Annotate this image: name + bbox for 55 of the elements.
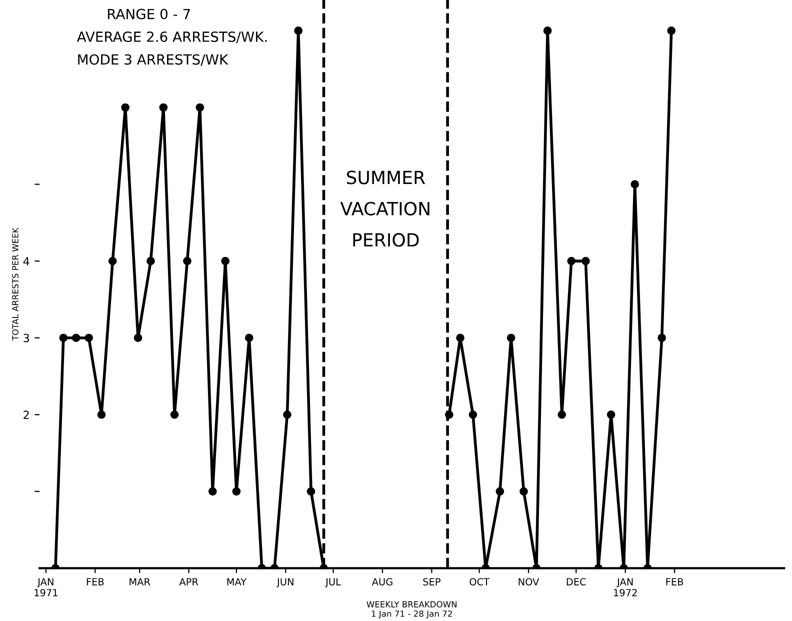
x-tick-label: JAN 1972 <box>614 578 637 596</box>
point <box>244 334 254 342</box>
x-tick-label: MAY <box>227 578 247 586</box>
point <box>667 26 676 35</box>
point <box>606 410 616 419</box>
x-axis-title: WEEKLY BREAKDOWN 1 Jan 71 - 28 Jan 72 <box>366 601 456 618</box>
point <box>658 334 666 342</box>
x-tick-label: DEC <box>566 578 586 586</box>
point <box>121 103 130 112</box>
annotation: RANGE 0 - 7 <box>108 8 190 20</box>
point <box>294 26 303 35</box>
point <box>108 256 117 266</box>
x-tick-label: AUG <box>372 578 392 586</box>
x-tick-label: FEB <box>666 578 684 586</box>
point <box>72 334 80 342</box>
annotation: SUMMER VACATION PERIOD <box>340 170 430 247</box>
point <box>306 487 316 496</box>
x-tick-label: MAR <box>130 578 150 586</box>
point <box>134 334 142 342</box>
y-tick-label: 2 <box>24 410 29 419</box>
point <box>456 334 464 342</box>
x-tick-label: OCT <box>470 578 490 586</box>
point <box>567 256 576 266</box>
x-tick-label: NOV <box>518 578 540 586</box>
point <box>208 487 217 496</box>
x-tick-label: FEB <box>86 578 104 586</box>
point <box>183 256 192 266</box>
point <box>520 487 528 496</box>
point <box>170 410 179 419</box>
x-tick-label: JUL <box>325 578 341 588</box>
point <box>84 334 93 342</box>
x-tick-label: APR <box>179 578 198 586</box>
point <box>159 103 168 112</box>
y-tick-label: 4 <box>23 257 30 266</box>
annotation: MODE 3 ARRESTS/WK <box>78 54 228 66</box>
point <box>630 180 640 188</box>
x-tick-label: JUN <box>276 578 294 588</box>
y-axis-title: TOTAL ARRESTS PER WEEK <box>12 227 18 341</box>
point <box>543 26 552 35</box>
point <box>581 256 590 266</box>
point <box>196 103 204 112</box>
y-tick-label: 3 <box>24 334 29 342</box>
point <box>468 410 478 419</box>
point <box>496 487 504 496</box>
annotation: AVERAGE 2.6 ARRESTS/WK. <box>76 31 267 44</box>
point <box>97 410 106 419</box>
point <box>558 410 566 419</box>
point <box>232 487 241 496</box>
point <box>59 334 68 342</box>
point <box>283 410 292 419</box>
point <box>221 256 230 266</box>
point <box>506 334 516 342</box>
x-tick-label: SEP <box>423 578 440 586</box>
x-tick-label: JAN 1971 <box>34 578 58 596</box>
point <box>146 256 155 266</box>
